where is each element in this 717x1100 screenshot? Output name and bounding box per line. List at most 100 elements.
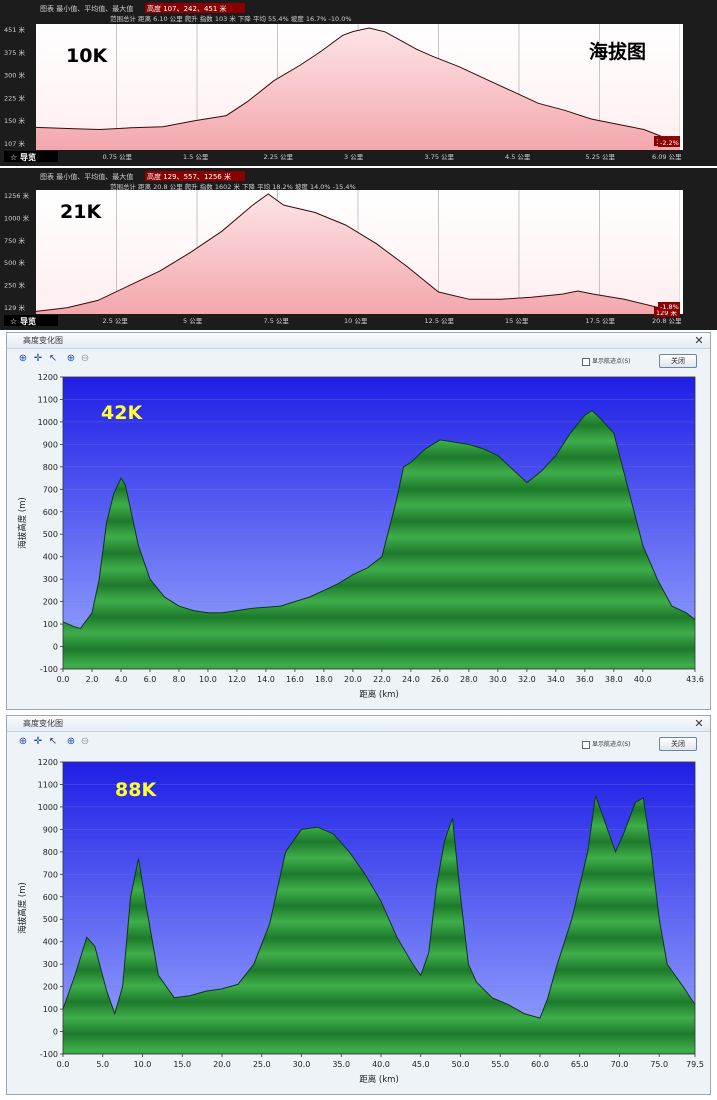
x-tick-label: 20.8 公里: [652, 317, 682, 325]
plot-frame: [62, 761, 696, 1055]
x-tick-label: 15.0: [173, 1060, 191, 1069]
y-tick-label: 900: [43, 440, 58, 449]
x-tick-label: 16.0: [286, 675, 304, 684]
course-label: 88K: [115, 779, 157, 801]
x-tick-label: 32.0: [518, 675, 536, 684]
x-tick-label: 2.25 公里: [264, 153, 294, 161]
elevation-line: [62, 795, 696, 1019]
nav-bg: [4, 151, 58, 162]
x-tick-label: 40.0: [634, 675, 652, 684]
y-tick-label: 600: [43, 893, 58, 902]
crosshair-icon[interactable]: ⊕: [18, 736, 28, 747]
x-tick-label: 75.0: [650, 1060, 668, 1069]
x-tick-label: 3.75 公里: [425, 153, 455, 161]
move-icon[interactable]: ✛: [33, 736, 43, 747]
x-tick-label: 2.0: [86, 675, 99, 684]
y-tick-label: 800: [43, 848, 58, 857]
x-tick-label: 5 公里: [183, 317, 203, 325]
right-value-bg: [654, 307, 680, 317]
x-tick-label: 0.0: [57, 675, 70, 684]
y-axis-label: 海拔高度 (m): [17, 882, 28, 934]
y-tick-label: -100: [40, 665, 58, 674]
x-tick-label: 10.0: [134, 1060, 152, 1069]
x-tick-label: 36.0: [576, 675, 594, 684]
x-axis-label: 距离 (km): [359, 689, 399, 700]
x-tick-label: 1.5 公里: [183, 153, 209, 161]
area-fill: [36, 194, 680, 314]
y-tick-label: 500: [43, 915, 58, 924]
close-button[interactable]: 关闭: [659, 354, 697, 368]
x-tick-label: 50.0: [452, 1060, 470, 1069]
x-tick-label: 45.0: [412, 1060, 430, 1069]
zoom-out-icon[interactable]: ⊖: [80, 353, 90, 364]
x-tick-label: 60.0: [531, 1060, 549, 1069]
checkbox-box[interactable]: [582, 740, 590, 749]
elevation-window-42k: 高度变化图 ✕ ⊕ ✛ ↖ ⊕ ⊖ 显示航迹点(S) 关闭 -100 0 100 20…: [6, 332, 711, 710]
x-tick-label: 10.0: [199, 675, 217, 684]
x-tick-label: 17.5 公里: [586, 317, 616, 325]
y-tick-label: 500 米: [4, 258, 25, 267]
right-pct: -1.8%: [660, 303, 679, 311]
elevation-panel-10k: 图表 最小值、平均值、最大值 高度 107、242、451 米范围总计 距离 6.…: [0, 0, 717, 166]
zoom-out-icon[interactable]: ⊖: [80, 736, 90, 747]
window-title: 高度变化图: [7, 716, 710, 732]
y-tick-label: 600: [43, 508, 58, 517]
x-tick-label: 0.0: [57, 1060, 70, 1069]
show-trackpoints-checkbox[interactable]: 显示航迹点(S): [582, 739, 631, 749]
x-tick-label: 7.5 公里: [264, 317, 290, 325]
x-tick-label: 5.0: [96, 1060, 109, 1069]
y-tick-label: 300 米: [4, 71, 25, 80]
y-tick-label: 1000: [38, 803, 58, 812]
right-value: 129 米: [656, 308, 677, 317]
right-edge: [680, 24, 683, 150]
y-tick-label: 375 米: [4, 48, 25, 57]
close-icon[interactable]: ✕: [694, 334, 704, 347]
zoom-in-icon[interactable]: ⊕: [66, 353, 76, 364]
x-tick-label: 14.0: [257, 675, 275, 684]
x-tick-label: 43.6: [686, 675, 704, 684]
x-tick-label: 70.0: [611, 1060, 629, 1069]
area-fill: [36, 28, 680, 150]
nav-label: ☆ 导览: [10, 152, 36, 162]
pointer-icon[interactable]: ↖: [48, 353, 58, 364]
x-tick-label: 65.0: [571, 1060, 589, 1069]
elevation-window-88k: 高度变化图 ✕ ⊕ ✛ ↖ ⊕ ⊖ 显示航迹点(S) 关闭 -100 0 100 20…: [6, 715, 711, 1095]
y-tick-label: 1200: [38, 758, 58, 767]
window-title: 高度变化图: [7, 333, 710, 349]
x-tick-label: 25.0: [253, 1060, 271, 1069]
close-icon[interactable]: ✕: [694, 717, 704, 730]
x-tick-label: 24.0: [402, 675, 420, 684]
x-tick-label: 4.0: [115, 675, 128, 684]
x-tick-label: 79.5: [686, 1060, 704, 1069]
y-tick-label: 225 米: [4, 93, 25, 102]
y-tick-label: 900: [43, 825, 58, 834]
nav-label: ☆ 导览: [10, 316, 36, 326]
move-icon[interactable]: ✛: [33, 353, 43, 364]
y-tick-label: 1000: [38, 418, 58, 427]
show-trackpoints-checkbox[interactable]: 显示航迹点(S): [582, 356, 631, 366]
x-tick-label: 20.0: [213, 1060, 231, 1069]
pointer-icon[interactable]: ↖: [48, 736, 58, 747]
x-tick-label: 15 公里: [505, 317, 529, 325]
zoom-in-icon[interactable]: ⊕: [66, 736, 76, 747]
elevation-line: [35, 27, 681, 142]
y-tick-label: 1256 米: [4, 191, 30, 200]
right-pct: -2.2%: [660, 139, 679, 147]
x-tick-label: 5.25 公里: [586, 153, 616, 161]
x-tick-label: 30.0: [489, 675, 507, 684]
header-line2: 范围总计 距离 6.10 公里 爬升 指数 103 米 下降 平均 55.4% …: [110, 14, 352, 23]
y-tick-label: -100: [40, 1050, 58, 1059]
close-button[interactable]: 关闭: [659, 737, 697, 751]
x-tick-label: 8.0: [173, 675, 186, 684]
x-tick-label: 4.5 公里: [505, 153, 531, 161]
y-tick-label: 0: [53, 1028, 58, 1037]
y-tick-label: 700: [43, 870, 58, 879]
crosshair-icon[interactable]: ⊕: [18, 353, 28, 364]
checkbox-box[interactable]: [582, 357, 590, 366]
y-tick-label: 129 米: [4, 303, 25, 312]
corner-title: 海拔图: [589, 40, 646, 63]
y-tick-label: 250 米: [4, 281, 25, 290]
y-tick-label: 1200: [38, 373, 58, 382]
x-tick-label: 26.0: [431, 675, 449, 684]
